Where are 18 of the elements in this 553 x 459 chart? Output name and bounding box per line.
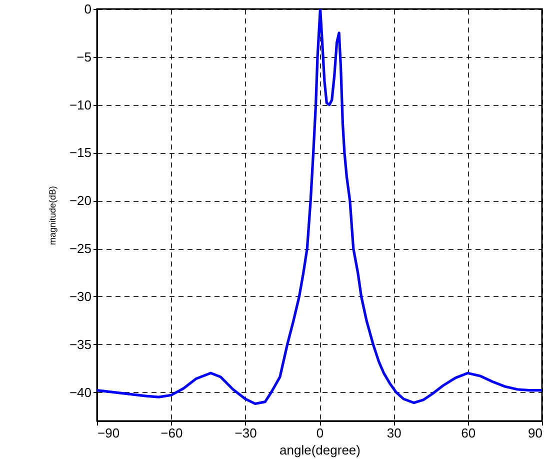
x-tick-label: 0 [316, 426, 324, 440]
x-tick-label: −30 [234, 426, 257, 440]
y-tick-label: 0 [84, 2, 92, 16]
y-axis-title: magnitude(dB) [47, 186, 58, 246]
y-tick-label: −20 [69, 193, 92, 208]
x-tick-label: −60 [160, 426, 183, 440]
y-tick-label: −30 [69, 288, 92, 304]
y-tick-label: −10 [69, 97, 92, 112]
y-tick-label: −35 [69, 336, 92, 352]
y-tick-label: −25 [69, 241, 92, 256]
y-tick-label: −40 [69, 384, 92, 400]
x-tick-label: 30 [386, 426, 402, 440]
x-tick-label: 60 [461, 426, 476, 440]
y-tick-label: −5 [76, 49, 92, 64]
x-tick-label: −90 [98, 426, 120, 440]
y-tick-label: −15 [69, 145, 92, 160]
x-tick-label: 90 [528, 426, 542, 440]
x-axis-title: angle(degree) [280, 442, 360, 458]
